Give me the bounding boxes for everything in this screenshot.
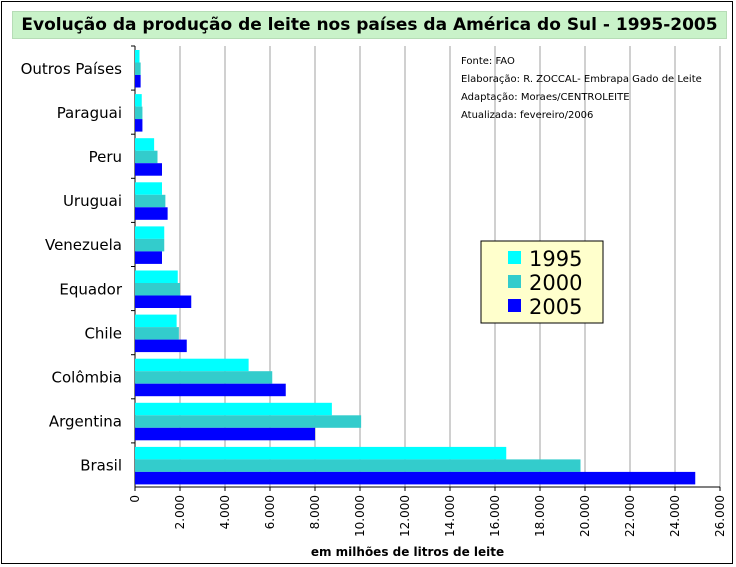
- bar: [135, 427, 315, 441]
- x-tick-label: 24.000: [668, 495, 682, 537]
- x-tick-label: 8.000: [308, 495, 322, 529]
- x-tick-label: 16.000: [488, 495, 502, 537]
- source-note: Fonte: FAO: [461, 56, 515, 67]
- bar: [135, 238, 165, 252]
- x-tick-label: 10.000: [353, 495, 367, 537]
- legend-swatch: [508, 275, 521, 288]
- source-note: Elaboração: R. ZOCCAL- Embrapa Gado de L…: [461, 74, 702, 85]
- bar: [135, 283, 180, 296]
- x-axis-label: em milhões de litros de leite: [311, 545, 504, 559]
- x-tick-label: 22.000: [623, 495, 637, 537]
- x-tick-label: 20.000: [578, 495, 592, 537]
- category-label: Colômbia: [52, 368, 123, 386]
- source-note: Adaptação: Moraes/CENTROLEITE: [461, 92, 630, 103]
- category-label: Peru: [89, 148, 122, 166]
- x-tick-label: 14.000: [443, 495, 457, 537]
- bar: [135, 415, 362, 428]
- category-label: Chile: [84, 324, 122, 342]
- category-label: Paraguai: [57, 104, 122, 122]
- x-tick-label: 12.000: [398, 495, 412, 537]
- bar: [135, 75, 141, 88]
- x-tick-label: 0: [128, 495, 142, 503]
- bar: [135, 314, 177, 328]
- bar: [135, 327, 179, 340]
- chart-title: Evolução da produção de leite nos países…: [21, 15, 718, 35]
- bar: [135, 371, 273, 384]
- bar: [135, 119, 143, 132]
- bar: [135, 402, 332, 416]
- bar: [135, 383, 286, 397]
- bar: [135, 50, 140, 63]
- category-label: Brasil: [80, 457, 122, 475]
- category-label: Outros Países: [21, 60, 123, 78]
- source-note: Atualizada: fevereiro/2006: [461, 110, 593, 121]
- bar: [135, 106, 143, 120]
- category-label: Equador: [59, 280, 122, 298]
- x-tick-label: 6.000: [263, 495, 277, 529]
- bar: [135, 62, 141, 75]
- bar: [135, 194, 166, 208]
- bar: [135, 251, 162, 264]
- legend-label: 1995: [529, 247, 582, 271]
- legend-label: 2005: [529, 295, 582, 319]
- legend-swatch: [508, 299, 521, 312]
- category-label: Argentina: [49, 413, 122, 431]
- bar: [135, 207, 168, 220]
- legend-label: 2000: [529, 271, 582, 295]
- x-tick-label: 2.000: [173, 495, 187, 529]
- bar: [135, 295, 192, 308]
- bar: [135, 94, 142, 107]
- category-label: Uruguai: [63, 192, 122, 210]
- bar: [135, 138, 155, 151]
- bar: [135, 446, 507, 460]
- category-label: Venezuela: [45, 236, 122, 254]
- bar: [135, 163, 162, 176]
- bar: [135, 182, 162, 195]
- x-tick-label: 18.000: [533, 495, 547, 537]
- bar: [135, 471, 696, 485]
- bar: [135, 226, 165, 239]
- x-tick-label: 4.000: [218, 495, 232, 529]
- legend-box: [480, 240, 604, 324]
- bar: [135, 459, 581, 472]
- bar: [135, 339, 187, 353]
- bar: [135, 358, 249, 372]
- bar: [135, 270, 178, 283]
- bar: [135, 150, 158, 164]
- title-bar: Evolução da produção de leite nos países…: [12, 11, 727, 39]
- x-tick-label: 26.000: [713, 495, 727, 537]
- legend-swatch: [508, 251, 521, 264]
